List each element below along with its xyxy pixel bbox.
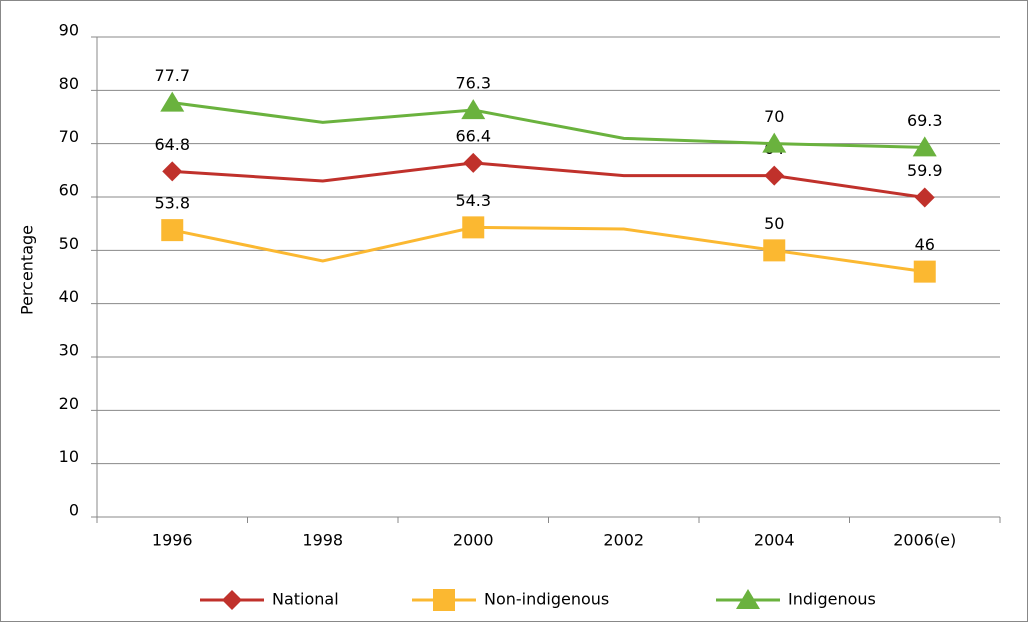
y-tick-label: 40 — [59, 287, 79, 306]
marker — [461, 99, 486, 120]
marker — [736, 589, 760, 609]
y-tick-label: 80 — [59, 74, 79, 93]
marker — [162, 161, 183, 182]
data-label: 66.4 — [455, 126, 491, 145]
series-line — [172, 101, 925, 149]
legend-label: National — [272, 590, 339, 609]
data-label: 46 — [915, 235, 935, 254]
marker — [433, 589, 455, 611]
marker — [764, 165, 785, 186]
series-line — [171, 225, 925, 274]
data-label: 77.7 — [154, 66, 190, 85]
x-tick-label: 1996 — [152, 531, 193, 550]
data-label: 69.3 — [907, 111, 943, 130]
marker — [762, 132, 787, 153]
y-tick-label: 20 — [59, 394, 79, 413]
y-tick-label: 60 — [59, 181, 79, 200]
marker — [222, 590, 242, 610]
x-tick-label: 2000 — [453, 531, 494, 550]
x-tick-label: 2006(e) — [893, 531, 956, 550]
marker — [912, 136, 937, 157]
data-label: 59.9 — [907, 161, 943, 180]
x-tick-label: 2002 — [603, 531, 644, 550]
y-tick-label: 10 — [59, 447, 79, 466]
marker — [160, 91, 185, 112]
series-line — [172, 161, 925, 200]
data-label: 54.3 — [455, 191, 491, 210]
y-tick-label: 90 — [59, 21, 79, 40]
legend-label: Non-indigenous — [484, 590, 609, 609]
data-label: 70 — [764, 107, 784, 126]
marker — [763, 239, 786, 262]
y-axis-label: Percentage — [18, 225, 37, 315]
legend-label: Indigenous — [788, 590, 876, 609]
y-tick-label: 30 — [59, 341, 79, 360]
data-label: 76.3 — [455, 74, 491, 93]
marker — [462, 216, 485, 239]
data-label: 64.8 — [154, 135, 190, 154]
data-label: 53.8 — [154, 194, 190, 213]
data-label: 50 — [764, 214, 784, 233]
x-tick-label: 2004 — [754, 531, 795, 550]
y-tick-label: 50 — [59, 234, 79, 253]
y-tick-label: 0 — [69, 501, 79, 520]
marker — [463, 152, 484, 173]
marker — [161, 219, 184, 242]
marker — [913, 260, 936, 283]
x-tick-label: 1998 — [302, 531, 343, 550]
marker — [914, 187, 935, 208]
y-tick-label: 70 — [59, 127, 79, 146]
